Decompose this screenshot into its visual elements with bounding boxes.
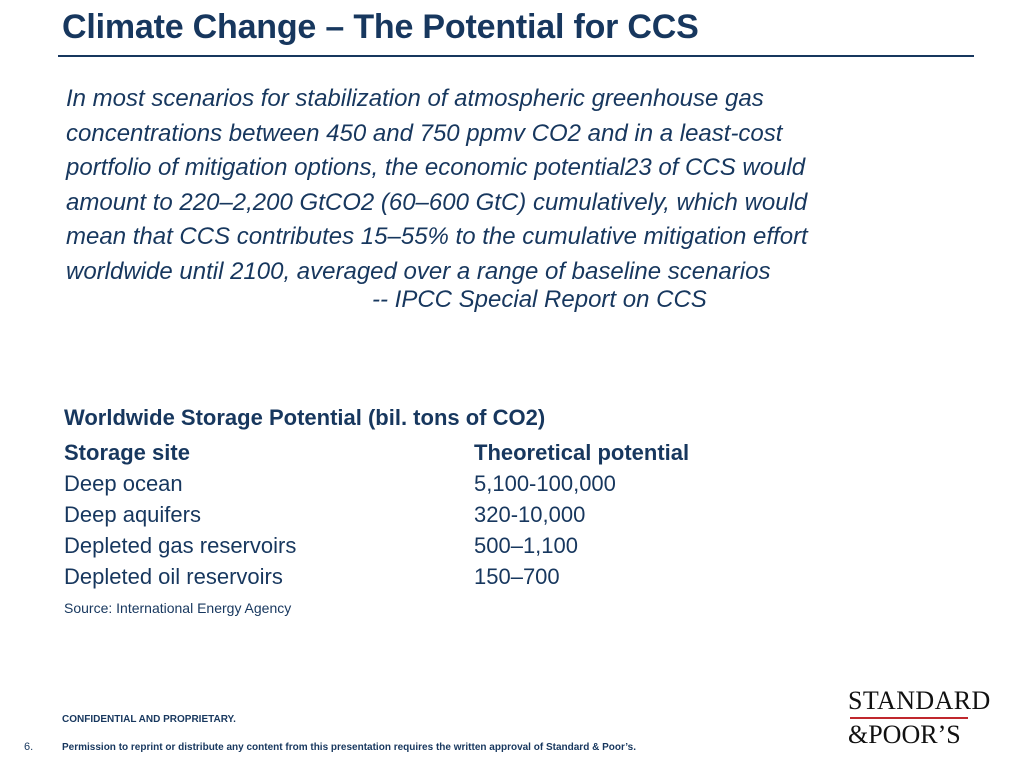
- column-header-storage-site: Storage site: [64, 440, 190, 465]
- potential-cell: 150–700: [474, 564, 560, 589]
- storage-site-cell: Depleted gas reservoirs: [64, 533, 297, 558]
- standard-poors-logo: STANDARD &POOR’S: [848, 686, 1004, 749]
- quote-line: amount to 220–2,200 GtCO2 (60–600 GtC) c…: [66, 188, 808, 216]
- potential-cell: 5,100-100,000: [474, 471, 616, 496]
- storage-site-cell: Deep aquifers: [64, 502, 201, 527]
- logo-divider: [850, 717, 968, 719]
- storage-potential-table: Storage site Theoretical potential Deep …: [64, 437, 689, 592]
- title-divider: [58, 55, 974, 57]
- logo-line-standard: STANDARD: [848, 686, 991, 715]
- quote-line: In most scenarios for stabilization of a…: [66, 85, 764, 112]
- quote-line: concentrations between 450 and 750 ppmv …: [66, 119, 783, 147]
- slide-title: Climate Change – The Potential for CCS: [62, 8, 699, 46]
- table-row: Depleted gas reservoirs 500–1,100: [64, 530, 689, 561]
- table-row: Depleted oil reservoirs 150–700: [64, 561, 689, 592]
- table-row: Deep ocean 5,100-100,000: [64, 468, 689, 499]
- column-header-theoretical-potential: Theoretical potential: [474, 440, 690, 465]
- confidential-notice: CONFIDENTIAL AND PROPRIETARY.: [62, 714, 236, 725]
- quote-attribution: -- IPCC Special Report on CCS: [372, 286, 707, 313]
- storage-site-cell: Deep ocean: [64, 471, 183, 496]
- quote-line: mean that CCS contributes 15–55% to the …: [66, 223, 808, 250]
- potential-cell: 320-10,000: [474, 502, 586, 527]
- source-note: Source: International Energy Agency: [64, 600, 292, 616]
- table-row: Deep aquifers 320-10,000: [64, 499, 689, 530]
- logo-line-poors: &POOR’S: [848, 720, 961, 749]
- permission-notice: Permission to reprint or distribute any …: [62, 742, 636, 753]
- table-header-row: Storage site Theoretical potential: [64, 437, 689, 468]
- storage-table-title: Worldwide Storage Potential (bil. tons o…: [64, 405, 546, 430]
- quote-line: portfolio of mitigation options, the eco…: [66, 154, 806, 181]
- potential-cell: 500–1,100: [474, 533, 578, 558]
- ipcc-quote: In most scenarios for stabilization of a…: [66, 82, 966, 289]
- quote-line: worldwide until 2100, averaged over a ra…: [66, 257, 771, 285]
- storage-site-cell: Depleted oil reservoirs: [64, 564, 283, 589]
- page-number: 6.: [24, 741, 34, 753]
